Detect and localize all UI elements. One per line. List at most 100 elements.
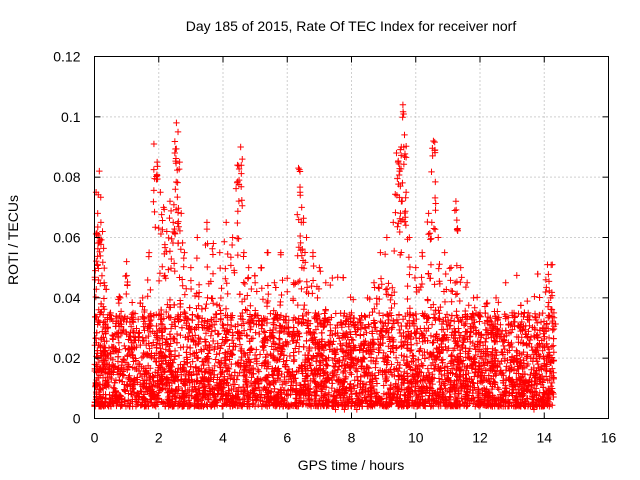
data-point-spread (399, 142, 410, 224)
data-point-spread (363, 312, 373, 376)
data-point-spread (530, 345, 540, 413)
data-point (354, 318, 362, 326)
data-point-spread (159, 206, 169, 280)
data-point (425, 210, 432, 217)
data-point (454, 225, 461, 232)
data-point-spread (238, 253, 249, 334)
x-tick-label: 10 (408, 430, 424, 446)
data-point (117, 294, 124, 302)
data-point (216, 249, 223, 256)
data-point-spread (168, 228, 178, 275)
data-point-spread (490, 308, 502, 371)
data-point (245, 264, 252, 271)
data-point (295, 164, 302, 172)
data-point-spread (410, 274, 421, 347)
data-point (401, 131, 408, 139)
y-tick-label: 0.02 (53, 350, 80, 366)
data-point-spread (115, 299, 126, 384)
data-point (290, 279, 297, 286)
data-point-spread (381, 250, 392, 318)
data-point (229, 234, 236, 241)
data-point (234, 161, 241, 169)
data-point-spread (138, 303, 148, 390)
y-tick-label: 0.1 (61, 109, 81, 125)
data-point-spread (475, 329, 485, 405)
data-point (237, 143, 244, 151)
data-point-spread (202, 225, 213, 301)
data-point-spread (451, 206, 461, 287)
data-point-spread (314, 268, 324, 351)
y-tick-label: 0 (73, 411, 81, 427)
data-point-spread (91, 229, 101, 283)
data-point (296, 189, 304, 196)
data-point (223, 219, 230, 226)
data-point (537, 318, 545, 326)
data-point (271, 279, 278, 286)
data-point (394, 158, 402, 166)
data-point (441, 249, 448, 256)
data-point-spread (270, 311, 279, 374)
data-point (492, 294, 500, 302)
y-tick-label: 0.04 (53, 290, 80, 306)
data-point-spread (347, 331, 357, 368)
data-point (163, 228, 170, 235)
data-point (377, 249, 384, 256)
data-point (370, 279, 378, 286)
data-point (264, 249, 272, 256)
data-point (476, 309, 484, 317)
data-point-spread (548, 314, 559, 392)
data-point-spread (396, 182, 405, 259)
data-point (129, 309, 137, 317)
data-point-spread (501, 310, 511, 374)
data-point (251, 279, 259, 286)
data-point (502, 279, 509, 286)
data-point-spread (215, 264, 225, 337)
data-point-spread (517, 323, 527, 364)
data-point (463, 279, 471, 286)
data-point (170, 219, 177, 226)
data-point (390, 219, 397, 226)
x-tick-label: 14 (536, 430, 552, 446)
data-point (348, 309, 355, 317)
data-point-spread (352, 347, 363, 413)
data-point (150, 140, 158, 148)
data-point (406, 234, 413, 241)
data-point-spread (331, 351, 340, 413)
data-point-spread (417, 253, 427, 319)
data-point (160, 204, 167, 211)
data-point-spread (462, 307, 473, 377)
data-point-spread (435, 261, 444, 317)
data-point (178, 210, 185, 217)
data-point (418, 249, 426, 256)
data-point (210, 240, 217, 247)
data-point (107, 309, 114, 317)
data-point (435, 234, 442, 241)
data-point (398, 143, 405, 151)
data-point-spread (251, 288, 260, 365)
y-tick-label: 0.12 (53, 49, 80, 65)
data-point-spread (320, 306, 331, 377)
data-point (470, 294, 477, 302)
data-point-spread (369, 284, 378, 364)
data-point-spread (161, 241, 171, 316)
data-point-spread (452, 226, 461, 319)
data-point (518, 318, 525, 326)
ticks-layer: 0 2 4 6 8 10 12 14 16 0 0.02 0.04 0.06 0.08 0.1 0.12 (53, 49, 616, 446)
data-point-spread (298, 249, 309, 313)
data-point-spread (282, 317, 293, 383)
data-point (139, 294, 146, 302)
data-point-spread (153, 163, 161, 183)
data-point (284, 288, 291, 295)
data-point-spread (174, 204, 182, 247)
data-point-spread (233, 179, 243, 259)
data-point-spread (340, 334, 350, 413)
data-point-spread (536, 343, 545, 396)
data-point-spread (94, 191, 105, 252)
data-point (99, 228, 106, 235)
data-point-spread (456, 274, 466, 351)
data-point-spread (98, 245, 108, 316)
data-point (303, 234, 310, 241)
x-tick-label: 8 (348, 430, 356, 446)
data-point-spread (309, 253, 318, 346)
data-point-spread (129, 318, 138, 393)
